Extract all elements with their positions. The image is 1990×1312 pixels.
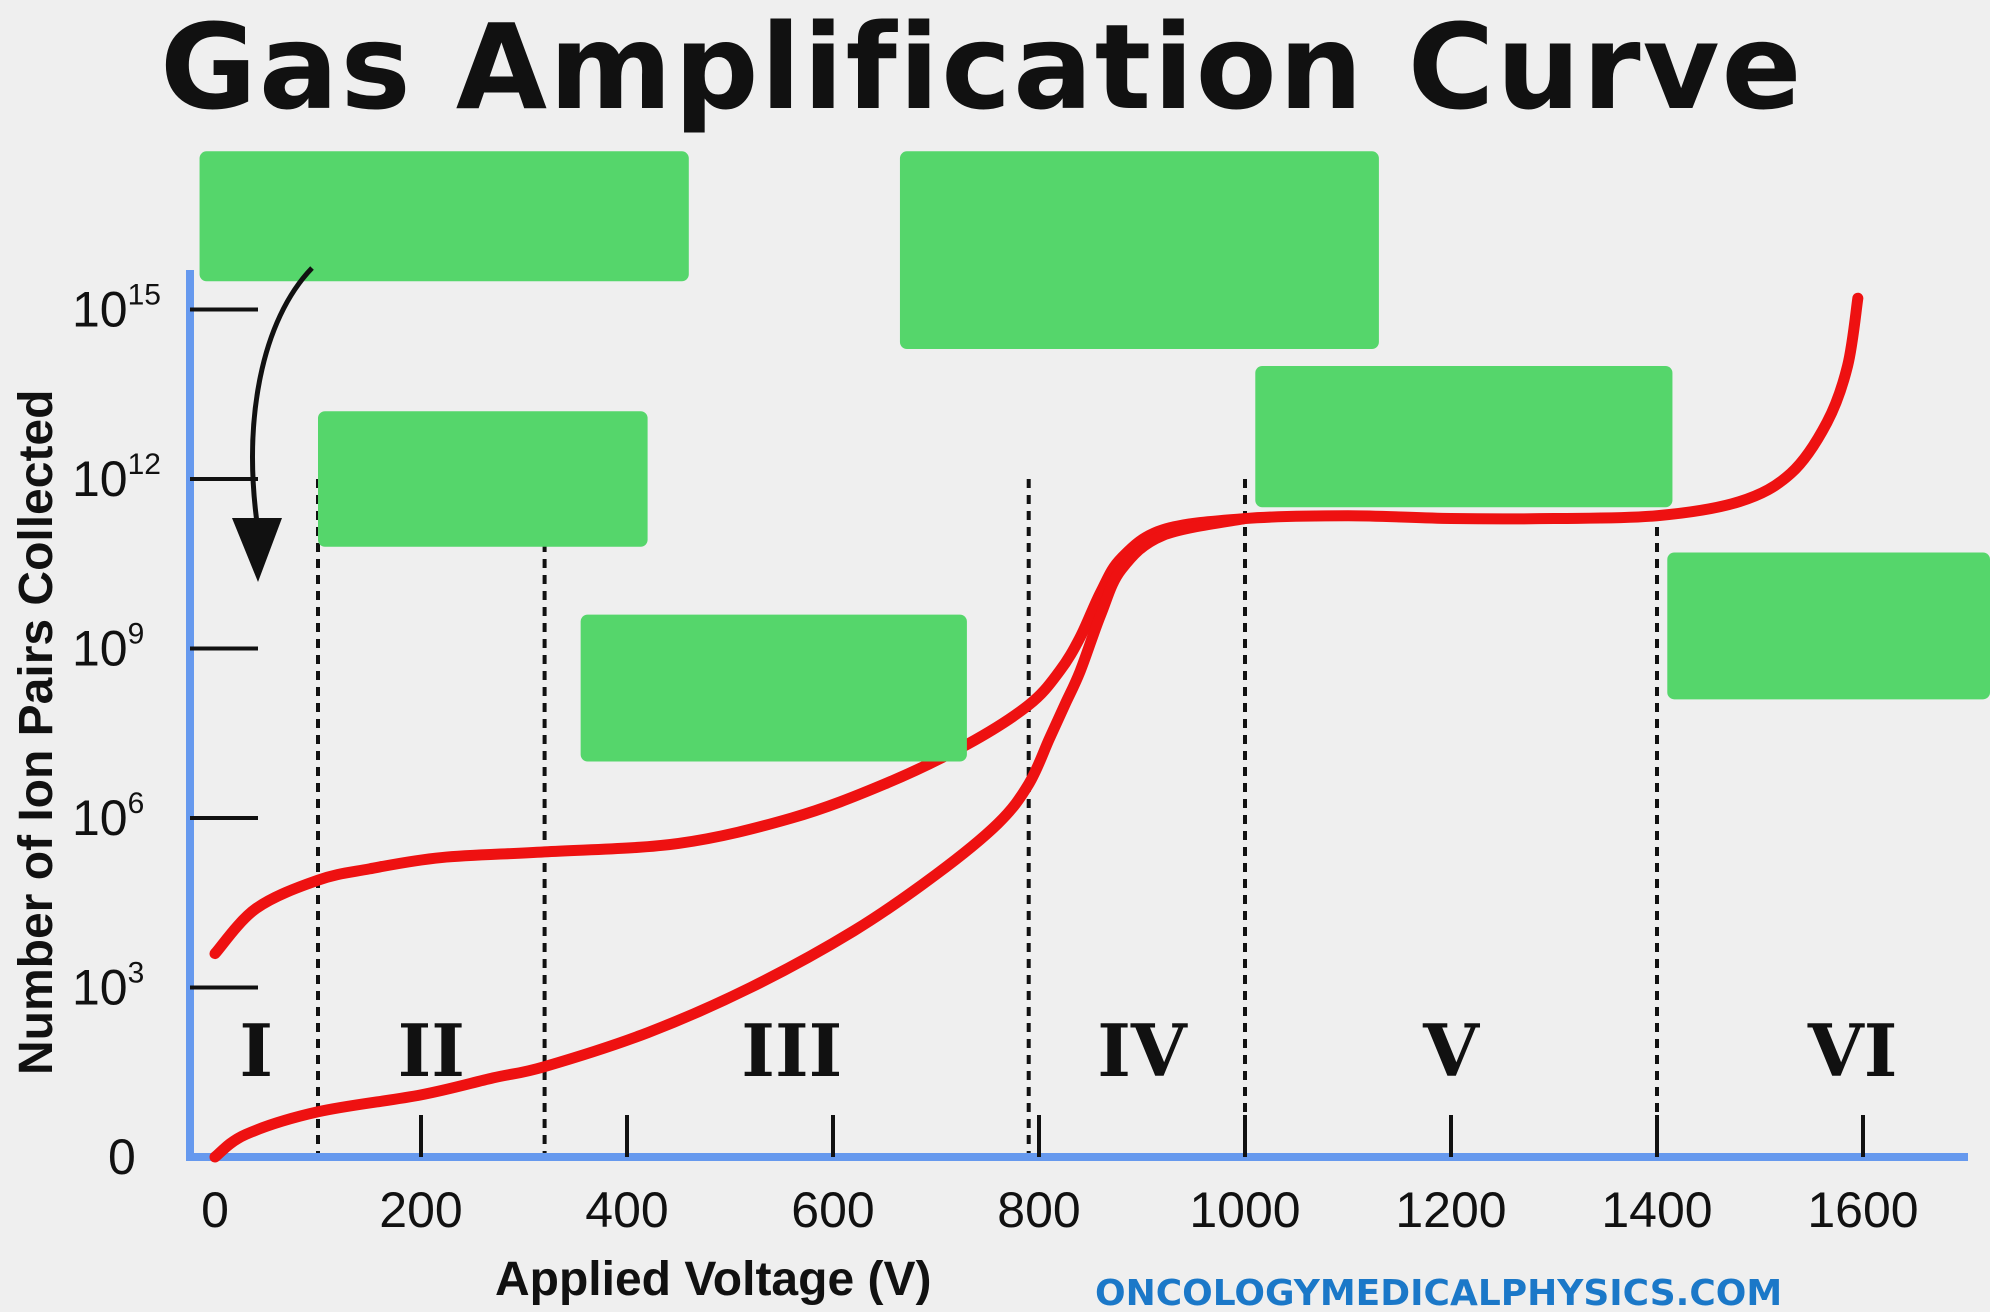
region-labels: I II III IV V VI [239, 1008, 1897, 1093]
arrow-head [232, 518, 282, 582]
region-label: I [239, 1008, 273, 1093]
annotation-boxes [199, 151, 1990, 762]
y-tick-exponent: 3 [128, 957, 145, 990]
x-tick-label: 1600 [1807, 1182, 1918, 1238]
arrow [232, 266, 314, 582]
x-tick-label: 200 [379, 1182, 462, 1238]
chart-title: Gas Amplification Curve [160, 0, 1804, 136]
x-tick-label: 400 [585, 1182, 668, 1238]
annotation-box [899, 151, 1379, 350]
curves [209, 292, 1864, 1163]
axes [186, 270, 1968, 1161]
annotation-box [1667, 552, 1990, 700]
y-tick-label: 109 [72, 618, 144, 677]
region-label: III [741, 1008, 842, 1093]
x-axis-label: Applied Voltage (V) [495, 1253, 931, 1306]
x-tick-label: 0 [201, 1182, 229, 1238]
y-axis-label: Number of Ion Pairs Collected [10, 390, 63, 1075]
x-ticks: 0 200 400 600 800 1000 1200 1400 1600 [201, 1115, 1919, 1238]
arrow-shaft [250, 266, 314, 531]
x-tick-label: 1400 [1601, 1182, 1712, 1238]
y-tick-exponent: 15 [128, 279, 161, 312]
region-label: IV [1097, 1008, 1188, 1093]
annotation-box [1255, 366, 1673, 508]
x-tick-label: 1200 [1395, 1182, 1506, 1238]
y-ticks: 0 103 106 109 1012 1015 [72, 279, 258, 1185]
y-tick-label: 1012 [72, 448, 161, 507]
y-tick-label: 106 [72, 787, 144, 846]
y-tick-label: 103 [72, 957, 144, 1016]
x-tick-label: 600 [791, 1182, 874, 1238]
region-boundaries [316, 479, 1659, 1157]
region-label: V [1422, 1008, 1480, 1093]
y-tick-exponent: 9 [128, 618, 145, 651]
annotation-box [318, 411, 648, 547]
curve-line-1 [209, 292, 1864, 960]
credit-text: ONCOLOGYMEDICALPHYSICS.COM [1095, 1273, 1782, 1312]
x-tick-label: 1000 [1189, 1182, 1300, 1238]
curve-line-2 [209, 513, 1251, 1163]
x-tick-label: 800 [997, 1182, 1080, 1238]
annotation-box [199, 151, 689, 282]
region-label: II [398, 1008, 465, 1093]
y-tick-exponent: 6 [128, 787, 145, 820]
y-tick-label: 0 [108, 1129, 136, 1185]
annotation-box [580, 614, 967, 762]
y-tick-exponent: 12 [128, 448, 161, 481]
y-tick-label: 1015 [72, 279, 161, 338]
region-label: VI [1807, 1008, 1898, 1093]
